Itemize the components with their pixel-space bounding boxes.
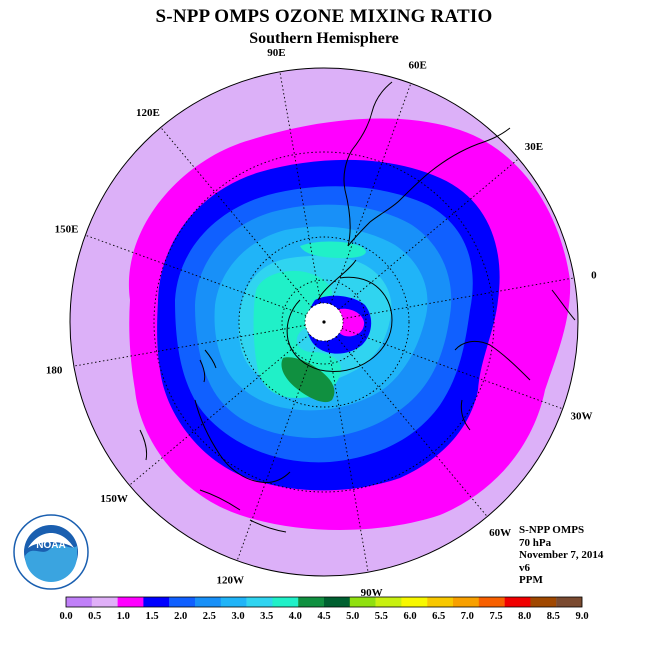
colorbar-tick-label: 1.5 — [145, 611, 158, 622]
longitude-label: 150W — [100, 493, 128, 505]
info-version: v6 — [519, 561, 530, 574]
colorbar-tick-label: 0.0 — [59, 611, 72, 622]
meridians — [73, 71, 575, 573]
coastline-africa — [454, 289, 576, 431]
pole-marker — [322, 320, 326, 324]
coastline-indonesia — [139, 429, 287, 533]
colorbar-swatch — [195, 597, 221, 607]
coastline-south-america-east — [347, 127, 511, 247]
graticule — [153, 151, 495, 493]
meridian-line — [129, 333, 310, 486]
colorbar-tick-label: 0.5 — [88, 611, 101, 622]
meridian-line — [85, 234, 307, 316]
colorbar-tick-label: 7.5 — [489, 611, 502, 622]
colorbar-swatch — [556, 597, 583, 607]
colorbar-tick-label: 2.0 — [174, 611, 187, 622]
meridian-line — [160, 127, 313, 308]
colorbar-tick-label: 4.5 — [317, 611, 330, 622]
colorbar-tick-label: 6.0 — [403, 611, 416, 622]
longitude-label: 30W — [570, 411, 592, 423]
longitude-labels: 90W 60W 30W 0 30E 60E 90E 120E 150E 180 150W 120W — [46, 47, 597, 599]
map-title: S-NPP OMPS OZONE MIXING RATIO — [155, 6, 493, 27]
colorbar-tick-label: 8.5 — [547, 611, 560, 622]
longitude-label: 90E — [267, 47, 285, 59]
longitude-label: 30E — [525, 141, 543, 153]
colorbar-swatch — [504, 597, 531, 607]
longitude-label: 150E — [55, 223, 79, 235]
colorbar-swatch — [272, 597, 299, 607]
noaa-logo-wave — [25, 544, 77, 582]
noaa-logo-text: NOAA — [36, 540, 65, 551]
colorbar: 0.0 0.5 1.0 1.5 2.0 2.5 3.0 3.5 4.0 4.5 5.0 5.5 6.0 6… — [59, 596, 589, 622]
contour-4-5 — [281, 357, 335, 403]
longitude-label: 60E — [409, 60, 427, 72]
longitude-label: 60W — [489, 527, 511, 539]
colorbar-tick-label: 5.0 — [346, 611, 359, 622]
colorbar-tick-label: 3.0 — [231, 611, 244, 622]
colorbar-swatch — [324, 597, 350, 607]
colorbar-swatch — [401, 597, 428, 607]
colorbar-swatch — [143, 597, 170, 607]
colorbar-swatch — [246, 597, 273, 607]
colorbar-tick-label: 4.0 — [289, 611, 302, 622]
info-date: November 7, 2014 — [519, 549, 604, 562]
coastline-australia — [194, 399, 291, 483]
colorbar-swatch — [298, 597, 325, 607]
noaa-logo-bird — [28, 533, 74, 548]
latitude-ring — [238, 236, 410, 408]
colorbar-swatch — [66, 597, 92, 607]
colorbar-swatch — [530, 597, 557, 607]
colorbar-tick-label: 6.5 — [432, 611, 445, 622]
colorbar-swatch — [91, 597, 118, 607]
longitude-label: 180 — [46, 365, 63, 377]
colorbar-swatch — [478, 597, 505, 607]
meridian-line — [335, 336, 488, 517]
longitude-label: 120E — [136, 107, 160, 119]
pole-ring — [304, 302, 344, 342]
colorbar-tick-label: 2.5 — [203, 611, 216, 622]
colorbar-swatch — [117, 597, 144, 607]
info-block: S-NPP OMPS 70 hPa November 7, 2014 v6 PP… — [519, 524, 603, 587]
coastlines — [139, 81, 576, 533]
longitude-label: 0 — [591, 269, 597, 281]
map-boundary — [69, 67, 579, 577]
longitude-label: 90W — [361, 587, 383, 599]
info-units: PPM — [519, 574, 543, 587]
longitude-label: 120W — [217, 574, 245, 586]
coastline-antarctic-peninsula — [317, 259, 357, 301]
map-subtitle: Southern Hemisphere — [249, 30, 399, 47]
colorbar-tick-label: 8.0 — [518, 611, 531, 622]
info-instrument: S-NPP OMPS — [519, 524, 585, 536]
latitude-ring — [153, 151, 495, 493]
coastline-new-zealand — [199, 349, 217, 383]
contour-4-0-b — [300, 241, 366, 258]
info-level: 70 hPa — [519, 536, 552, 549]
colorbar-swatch — [427, 597, 454, 607]
coastline-south-america — [343, 81, 393, 247]
colorbar-tick-label: 9.0 — [575, 611, 588, 622]
noaa-logo: NOAA — [13, 514, 89, 590]
colorbar-swatch — [375, 597, 402, 607]
colorbar-tick-label: 7.0 — [461, 611, 474, 622]
colorbar-swatch — [453, 597, 479, 607]
colorbar-frame — [65, 596, 583, 608]
colorbar-tick-label: 5.5 — [375, 611, 388, 622]
latitude-ring — [281, 279, 367, 365]
colorbar-tick-label: 1.0 — [117, 611, 130, 622]
colorbar-tick-label: 3.5 — [260, 611, 273, 622]
colorbar-swatch — [220, 597, 247, 607]
meridian-line — [330, 83, 412, 305]
colorbar-swatch — [349, 597, 376, 607]
colorbar-swatch — [169, 597, 196, 607]
coastline-antarctica — [286, 276, 393, 373]
